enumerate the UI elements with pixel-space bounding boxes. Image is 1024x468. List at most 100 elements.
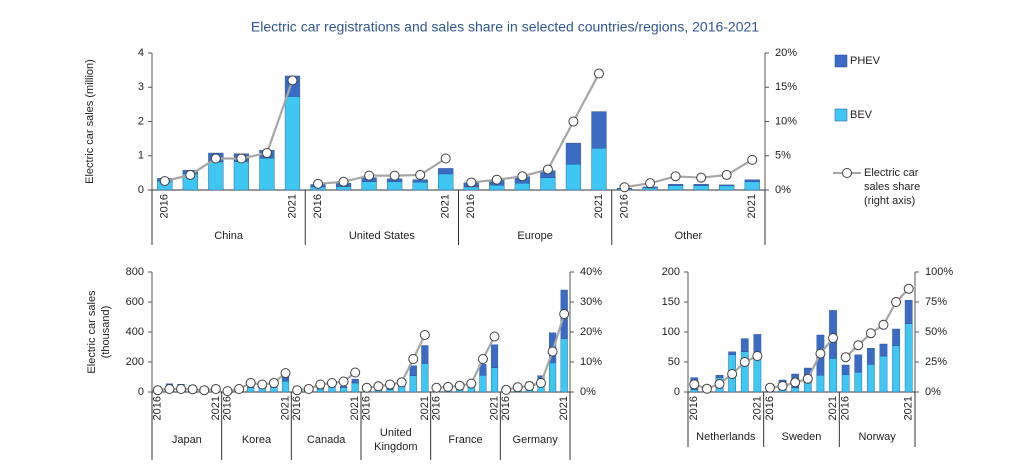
share-marker [891,297,902,307]
y2-tick-label: 25% [925,356,947,368]
share-line [624,158,753,189]
y2-tick-label: 40% [580,266,602,278]
bar-segment [565,142,582,165]
y2-tick-label: 0% [580,386,596,398]
share-marker [261,148,272,159]
x-tick-label: 2016 [152,396,164,420]
bar-segment [208,161,224,191]
x-tick-label: 2021 [279,396,291,420]
share-marker [752,351,763,361]
share-marker [443,381,454,392]
x-tick-label: 2016 [688,396,700,420]
bar-segment [693,185,709,191]
share-marker [185,169,196,180]
bar-segment [829,358,837,393]
group-label: Sweden [782,431,822,443]
share-marker [466,177,477,188]
y-tick-label: 800 [126,266,144,278]
y-tick-label: 400 [126,326,144,338]
bar-segment [490,344,499,368]
y-axis-label: Electric car sales (million) [84,59,96,184]
share-marker [257,379,268,390]
y2-tick-label: 20% [775,47,797,59]
bar-segment [841,374,850,393]
share-marker [714,378,725,389]
share-marker [790,377,801,388]
group-label: Europe [517,230,552,242]
share-marker [739,357,750,367]
bar-segment [854,354,863,373]
y-tick-label: 600 [126,296,144,308]
share-marker [645,178,656,189]
y2-tick-label: 100% [925,266,953,278]
share-marker [878,319,889,330]
share-marker [559,309,570,319]
share-marker [747,154,758,165]
x-tick-label: 2016 [291,396,303,420]
y-tick-label: 200 [662,266,680,278]
bar-segment [489,185,505,191]
bar-segment [438,173,454,191]
bar-segment [719,185,735,191]
bar-segment [514,182,530,191]
share-marker [853,340,864,351]
group-label: Germany [513,434,559,446]
y2-tick-label: 0% [775,184,791,196]
share-marker [619,182,630,193]
y-tick-label: 150 [662,296,680,308]
x-tick-label: 2021 [210,396,222,420]
bar-segment [340,387,348,393]
x-tick-label: 2016 [430,396,442,420]
bar-segment [591,148,607,191]
x-tick-label: 2021 [286,194,298,218]
bar-segment [412,179,428,183]
share-marker [152,385,163,396]
bar-segment [409,365,417,377]
bar-segment [841,364,850,375]
y2-tick-label: 15% [775,81,797,93]
bar-segment [744,181,760,191]
share-marker [373,381,384,392]
share-marker [431,382,442,393]
x-tick-label: 2021 [349,396,361,420]
y-tick-label: 100 [662,326,680,338]
bar-segment [690,389,699,393]
x-tick-label: 2016 [500,396,512,420]
y-tick-label: 2 [138,115,144,127]
group-label: France [448,434,482,446]
group-label: United States [349,230,416,242]
bar-segment [879,355,888,393]
x-tick-label: 2016 [221,396,233,420]
share-marker [466,378,477,389]
group-label: China [214,230,244,242]
share-marker [415,169,426,180]
bar-segment [412,181,428,191]
bar-segment [740,338,749,353]
share-marker [727,369,738,379]
bar-segment [744,179,760,182]
bar-segment [438,168,454,175]
bar-segment [270,387,278,393]
bar-segment [867,364,875,393]
y2-tick-label: 10% [775,115,797,127]
bar-segment [540,177,556,191]
share-marker [389,170,400,181]
group-label: Netherlands [696,431,756,443]
x-tick-label: 2021 [827,396,839,420]
x-tick-label: 2021 [593,194,605,218]
x-tick-label: 2021 [488,396,500,420]
legend-swatch [834,108,848,122]
bar-segment [421,363,429,393]
share-marker [828,333,839,343]
bar-segment [728,351,736,355]
share-marker [865,328,876,339]
y2-tick-label: 20% [580,326,602,338]
share-marker [303,384,314,394]
share-marker [696,172,707,183]
bar-segment [421,345,429,364]
bar-segment [693,183,709,186]
share-marker [501,384,512,395]
bar-segment [667,185,684,191]
bar-segment [316,388,324,393]
bar-segment [361,181,377,191]
